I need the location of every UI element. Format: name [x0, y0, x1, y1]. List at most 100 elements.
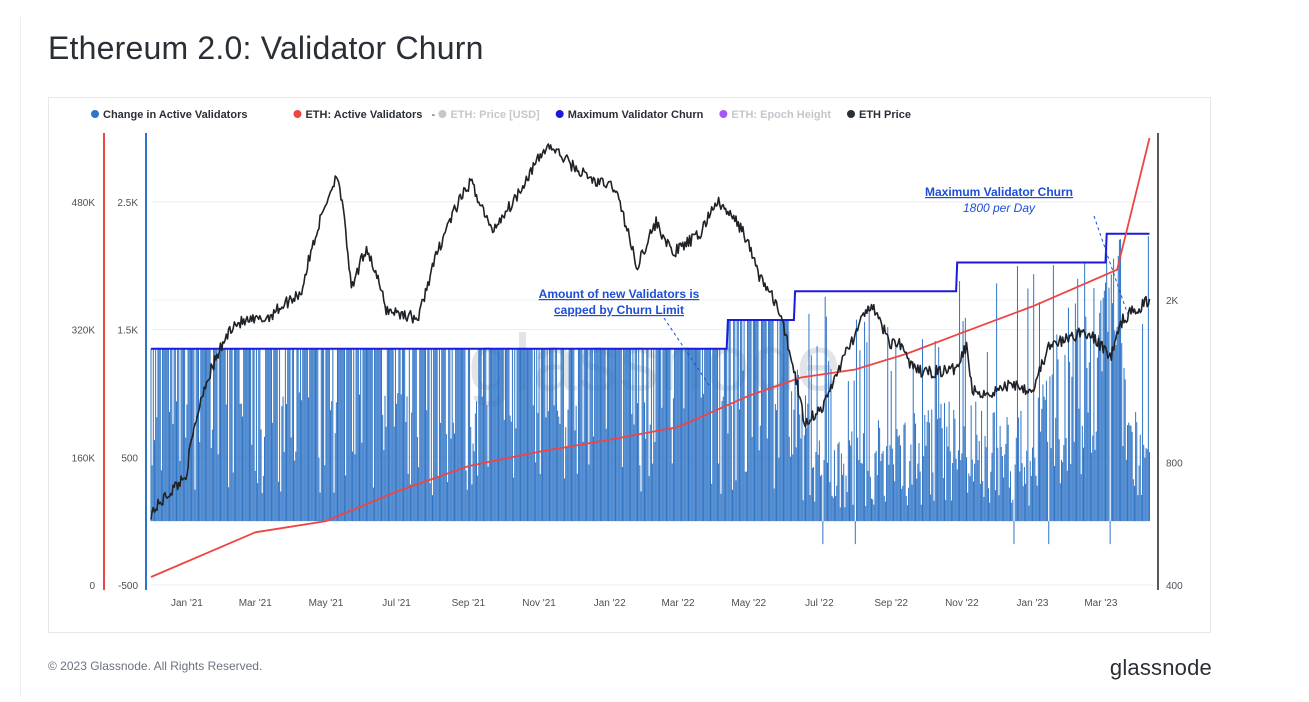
change-bar [535, 462, 537, 522]
change-bar [520, 348, 522, 522]
change-bar [598, 348, 600, 522]
change-bar [932, 472, 934, 522]
change-bar [604, 348, 606, 522]
change-bar [158, 348, 160, 522]
change-bar [735, 480, 737, 522]
change-bar [533, 348, 535, 522]
change-bar [894, 481, 896, 522]
change-bar [867, 470, 869, 522]
change-bar [164, 348, 166, 522]
change-bar [991, 452, 993, 522]
change-bar [218, 348, 220, 522]
change-bar [365, 348, 367, 522]
change-bar [385, 426, 387, 522]
change-bar [962, 320, 964, 522]
change-bar [1110, 274, 1112, 522]
change-bar [1125, 459, 1127, 522]
change-bar [967, 492, 969, 522]
page-left-rule [20, 17, 21, 697]
change-bar [356, 348, 358, 522]
change-bar [1149, 452, 1151, 522]
change-bar [573, 348, 575, 522]
change-bar [847, 381, 849, 522]
change-bar [802, 500, 804, 522]
change-bar [524, 348, 526, 522]
change-bar [865, 505, 867, 522]
change-bar [692, 348, 694, 522]
change-bar [408, 348, 410, 522]
change-bar [793, 409, 795, 522]
change-bar [955, 458, 957, 522]
change-bar [910, 444, 912, 522]
change-bar [808, 313, 810, 522]
change-bar [690, 348, 692, 522]
change-bar [755, 319, 757, 522]
change-bar [162, 348, 164, 522]
change-bar [562, 348, 564, 522]
change-bar [567, 409, 569, 522]
change-bar [817, 454, 819, 522]
change-bar [719, 348, 721, 522]
change-bar [328, 348, 330, 522]
change-bar [905, 495, 907, 522]
change-bar [750, 319, 752, 522]
change-bar [1084, 262, 1086, 522]
change-bar [1062, 462, 1064, 522]
change-bar [990, 471, 992, 522]
change-bar [367, 348, 369, 522]
change-bar [474, 413, 476, 522]
change-bar [700, 397, 702, 522]
change-bar [843, 463, 845, 522]
change-bar [881, 453, 883, 522]
change-bar [876, 475, 878, 522]
change-bar [268, 348, 270, 522]
change-bar [435, 348, 437, 522]
change-bar [1111, 303, 1113, 522]
change-bar [1028, 505, 1030, 522]
change-bar [698, 348, 700, 522]
footer-copyright: © 2023 Glassnode. All Rights Reserved. [48, 659, 263, 673]
change-bar [516, 348, 518, 522]
change-bar [245, 348, 247, 522]
change-bar [759, 425, 761, 522]
change-bar [247, 348, 249, 522]
change-bar [707, 348, 709, 522]
change-bar [1107, 331, 1109, 522]
change-bar [844, 507, 846, 522]
change-bar [652, 463, 654, 522]
change-bar [480, 348, 482, 522]
change-bar [225, 404, 227, 522]
change-bar [963, 426, 965, 522]
change-bar [386, 348, 388, 522]
change-bar [1020, 410, 1022, 522]
change-bar [433, 348, 435, 522]
annotation-churn-title: Maximum Validator Churn [925, 185, 1073, 199]
legend-label: Change in Active Validators [103, 109, 247, 121]
change-bar [842, 474, 844, 522]
change-bar [1074, 303, 1076, 522]
change-bar [823, 459, 825, 522]
change-bar [522, 348, 524, 522]
change-bar [548, 348, 550, 522]
change-bar [671, 463, 673, 522]
footer-logo: glassnode [1109, 655, 1212, 680]
change-tick-label: 500 [121, 453, 138, 464]
change-bar [738, 409, 740, 522]
change-bar [1021, 463, 1023, 522]
change-bar [275, 348, 277, 522]
change-bar [292, 348, 294, 522]
change-bar [788, 436, 790, 522]
change-bar [899, 445, 901, 522]
change-bar [343, 348, 345, 522]
change-bar [536, 348, 538, 522]
eth-price-line [150, 143, 1151, 520]
change-bar [348, 348, 350, 522]
change-bar [510, 421, 512, 522]
change-bar [382, 414, 384, 522]
change-bar [159, 348, 161, 522]
change-bar [1115, 344, 1117, 522]
change-bar [623, 348, 625, 522]
change-bar [762, 319, 764, 522]
change-bar [579, 348, 581, 522]
change-bar [832, 497, 834, 522]
